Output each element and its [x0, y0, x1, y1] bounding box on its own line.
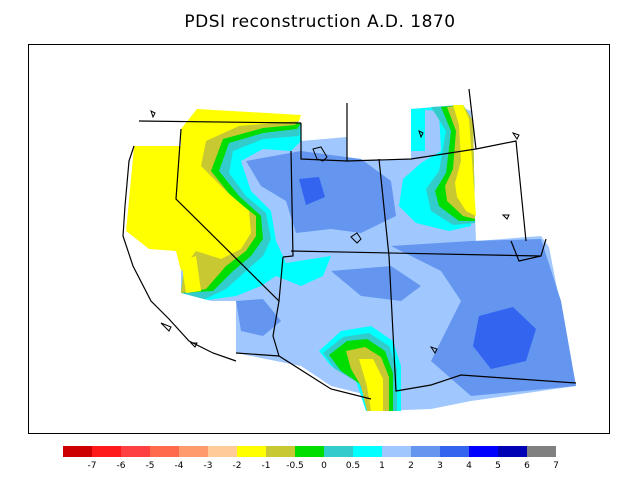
colorbar-tick-label: -4 — [175, 461, 184, 471]
colorbar-swatch — [440, 446, 469, 457]
colorbar-swatch — [63, 446, 92, 457]
pdsi-region-core-se — [473, 307, 536, 369]
colorbar-swatch — [527, 446, 556, 457]
pdsi-region-yellow-ne — [453, 105, 476, 216]
colorbar-swatch — [382, 446, 411, 457]
pacific-coast-mask — [29, 45, 236, 361]
colorbar-swatch — [150, 446, 179, 457]
colorbar-tick-label: -5 — [146, 461, 155, 471]
pdsi-region-cyan-ne-strip — [411, 109, 425, 151]
colorbar-swatches — [63, 446, 556, 457]
colorbar-tick-label: -1 — [262, 461, 271, 471]
colorbar-tick-label: 1 — [379, 461, 385, 471]
state-boundaries — [122, 88, 577, 400]
pdsi-region-centraleast — [331, 266, 421, 301]
colorbar-tick-label: -3 — [204, 461, 213, 471]
colorbar-swatch — [208, 446, 237, 457]
pdsi-region-southwest — [236, 299, 281, 336]
colorbar-tick-label: 2 — [408, 461, 414, 471]
colorbar-tick-label: 5 — [495, 461, 501, 471]
colorbar-swatch — [121, 446, 150, 457]
colorbar-swatch — [324, 446, 353, 457]
colorbar-tick-label: 6 — [524, 461, 530, 471]
colorbar-tick-label: 0.5 — [346, 461, 360, 471]
colorbar-swatch — [469, 446, 498, 457]
lakes — [150, 110, 520, 354]
pdsi-region-yellow-west — [126, 109, 301, 271]
colorbar-tick-label: 3 — [437, 461, 443, 471]
colorbar-tick-label: -0.5 — [286, 461, 304, 471]
pdsi-region-core-ne — [299, 177, 325, 205]
colorbar-ticks: -7 -6 -5 -4 -3 -2 -1 -0.5 0 0.5 1 2 3 4 5 6 7 — [88, 461, 559, 471]
colorbar-swatch — [295, 446, 324, 457]
pdsi-map — [29, 45, 577, 411]
colorbar-swatch — [266, 446, 295, 457]
colorbar-tick-label: -2 — [233, 461, 242, 471]
colorbar-tick-label: 0 — [321, 461, 327, 471]
map-frame — [28, 44, 610, 434]
colorbar-legend: -7 -6 -5 -4 -3 -2 -1 -0.5 0 0.5 1 2 3 4 5 6 7 — [63, 446, 559, 471]
colorbar-swatch — [353, 446, 382, 457]
colorbar-swatch — [237, 446, 266, 457]
colorbar-tick-label: 4 — [466, 461, 472, 471]
colorbar-swatch — [92, 446, 121, 457]
colorbar-tick-label: -6 — [117, 461, 126, 471]
pdsi-region-yellow-westcoast — [181, 256, 201, 293]
colorbar-swatch — [498, 446, 527, 457]
colorbar-swatch — [179, 446, 208, 457]
colorbar-swatch — [411, 446, 440, 457]
colorbar-tick-label: 7 — [553, 461, 559, 471]
pdsi-region-yellow-south — [359, 359, 383, 411]
colorbar-tick-label: -7 — [88, 461, 97, 471]
map-title: PDSI reconstruction A.D. 1870 — [184, 12, 456, 32]
